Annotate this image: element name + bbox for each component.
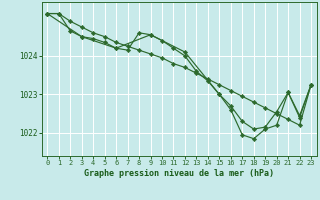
X-axis label: Graphe pression niveau de la mer (hPa): Graphe pression niveau de la mer (hPa) bbox=[84, 169, 274, 178]
